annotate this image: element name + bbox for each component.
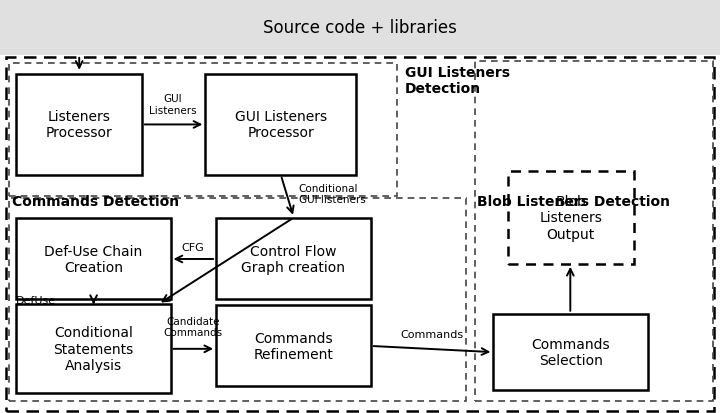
Text: GUI
Listeners: GUI Listeners bbox=[149, 94, 197, 116]
Text: Commands
Refinement: Commands Refinement bbox=[253, 331, 333, 361]
Bar bbox=[493, 314, 648, 390]
Text: Commands: Commands bbox=[400, 330, 463, 339]
Bar bbox=[508, 171, 634, 264]
Text: Listeners
Processor: Listeners Processor bbox=[46, 110, 112, 140]
Text: Source code + libraries: Source code + libraries bbox=[263, 19, 457, 37]
Text: Conditional
Statements
Analysis: Conditional Statements Analysis bbox=[53, 325, 133, 372]
Text: Control Flow
Graph creation: Control Flow Graph creation bbox=[241, 244, 345, 274]
Bar bbox=[6, 58, 715, 411]
Text: GUI Listeners
Processor: GUI Listeners Processor bbox=[235, 110, 327, 140]
Bar bbox=[16, 74, 142, 176]
Text: Commands Detection: Commands Detection bbox=[12, 195, 179, 209]
Text: Commands
Selection: Commands Selection bbox=[531, 337, 610, 367]
Text: CFG: CFG bbox=[182, 243, 204, 253]
Text: DefUse: DefUse bbox=[16, 296, 56, 306]
Bar bbox=[9, 64, 397, 196]
Bar bbox=[16, 219, 171, 299]
Bar bbox=[0, 0, 720, 56]
Bar bbox=[475, 62, 713, 401]
Text: Blob Listeners Detection: Blob Listeners Detection bbox=[477, 195, 670, 209]
Bar bbox=[9, 198, 466, 401]
Text: Conditional
GUI listeners: Conditional GUI listeners bbox=[299, 183, 366, 205]
Text: Candidate
Commands: Candidate Commands bbox=[164, 316, 222, 337]
Bar bbox=[205, 74, 356, 176]
Text: Def-Use Chain
Creation: Def-Use Chain Creation bbox=[44, 244, 143, 274]
Bar bbox=[216, 219, 371, 299]
Text: GUI Listeners
Detection: GUI Listeners Detection bbox=[405, 66, 510, 96]
Bar bbox=[16, 304, 171, 393]
Text: Blob
Listeners
Output: Blob Listeners Output bbox=[539, 195, 602, 241]
Bar bbox=[216, 306, 371, 386]
